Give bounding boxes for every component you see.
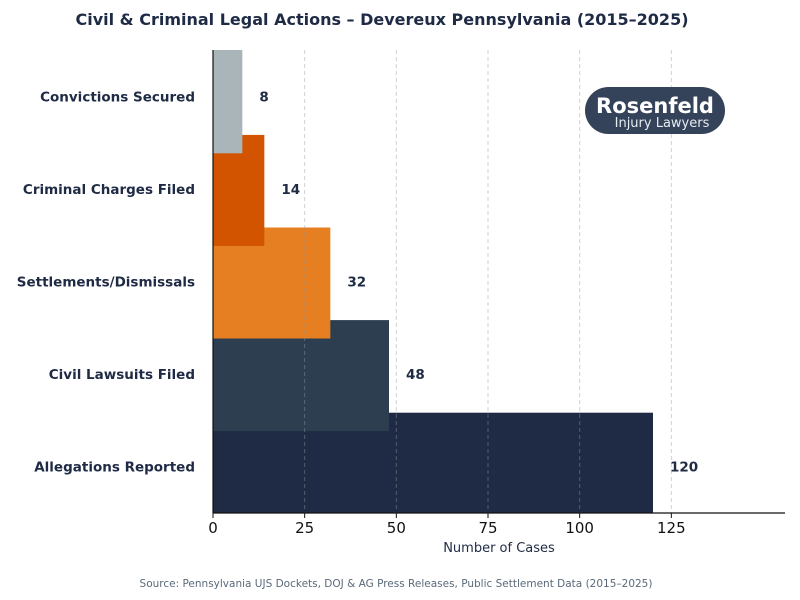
value-label: 32 (347, 275, 366, 291)
value-label: 8 (259, 89, 268, 105)
category-label: Allegations Reported (34, 460, 195, 476)
x-tick-label: 50 (387, 519, 406, 537)
x-tick-label: 0 (208, 519, 218, 537)
x-tick-label: 75 (478, 519, 497, 537)
svg-text:Rosenfeld: Rosenfeld (596, 94, 714, 118)
category-label: Convictions Secured (40, 89, 195, 105)
x-axis-label: Number of Cases (443, 541, 555, 556)
source-note: Source: Pennsylvania UJS Dockets, DOJ & … (140, 578, 653, 590)
svg-text:Injury Lawyers: Injury Lawyers (615, 116, 710, 131)
bar-1 (213, 134, 265, 246)
value-label: 48 (406, 367, 425, 383)
category-label: Settlements/Dismissals (17, 275, 195, 291)
value-label: 14 (281, 182, 300, 198)
bar-0 (213, 50, 243, 154)
bar-3 (213, 320, 389, 432)
category-label: Civil Lawsuits Filed (49, 367, 195, 383)
x-tick-label: 125 (657, 519, 686, 537)
chart-title: Civil & Criminal Legal Actions – Devereu… (75, 10, 688, 29)
x-tick-label: 100 (565, 519, 594, 537)
category-label: Criminal Charges Filed (23, 182, 195, 198)
bar-2 (213, 227, 331, 339)
x-tick-label: 25 (295, 519, 314, 537)
rosenfeld-logo: Rosenfeld Injury Lawyers (585, 87, 725, 134)
value-label: 120 (670, 460, 698, 476)
